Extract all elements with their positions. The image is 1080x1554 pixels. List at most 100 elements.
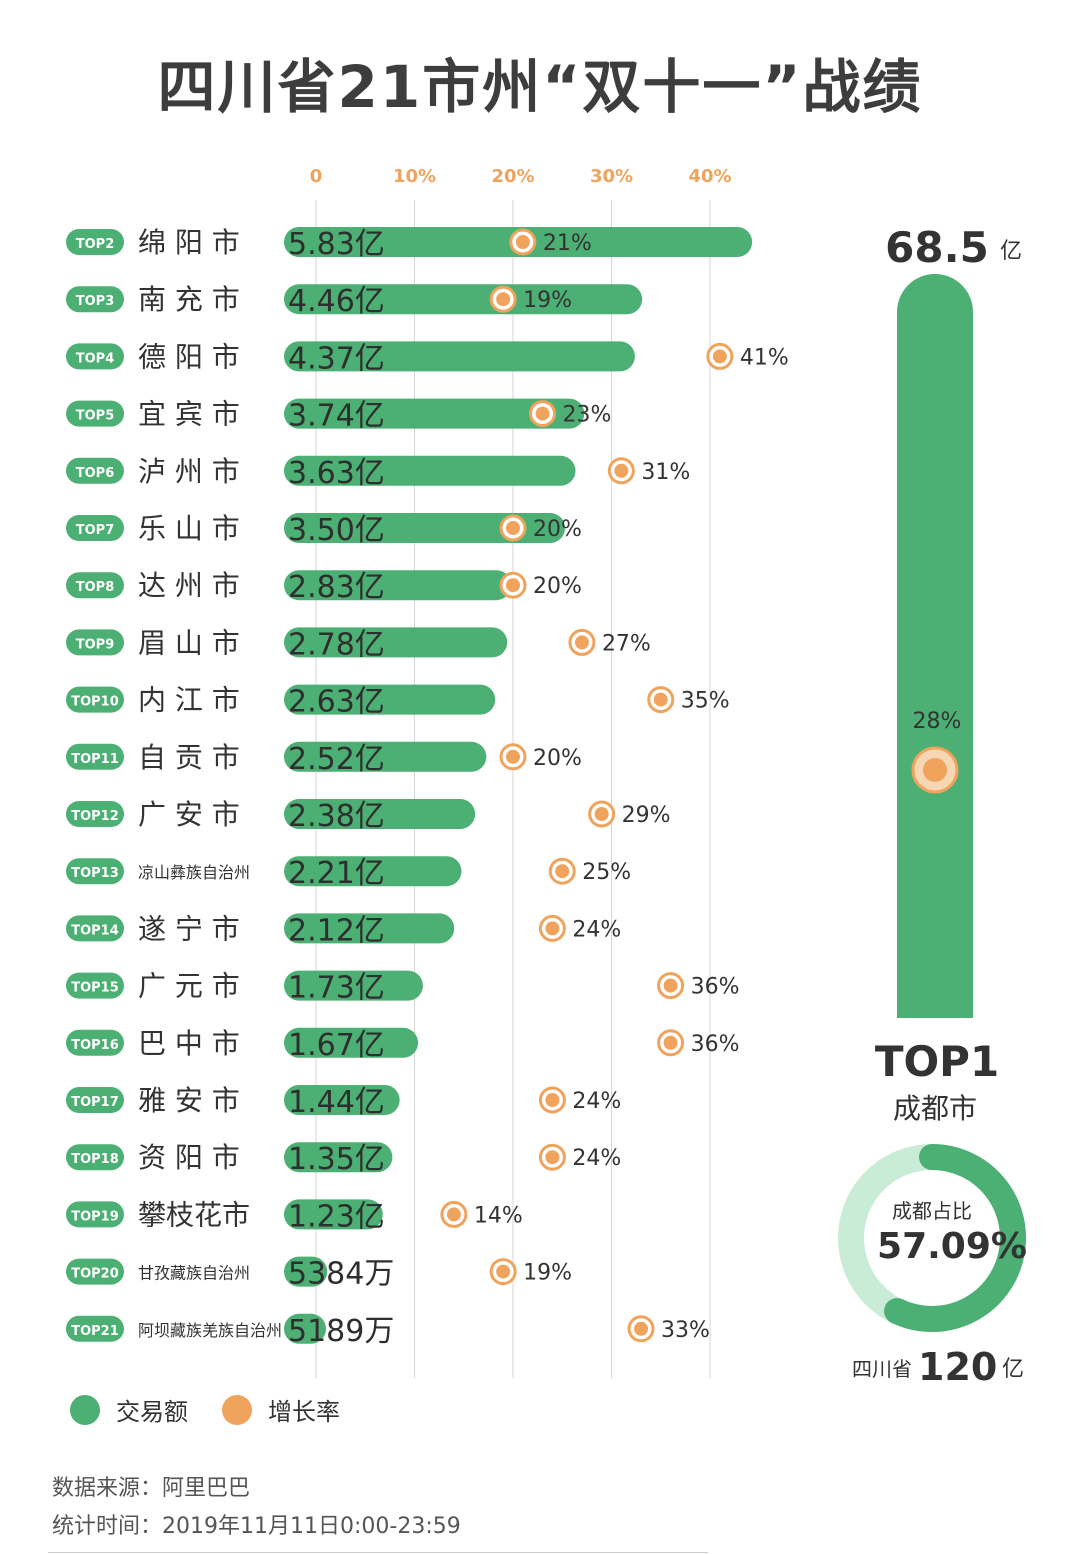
rank-badge [66,457,124,484]
rank-label: TOP18 [71,1152,119,1167]
rank-badge [66,286,124,313]
top1-amount-unit: 亿 [1000,239,1022,264]
top1-amount-bar [897,274,973,1018]
city-label: 巴 中 市 [138,1027,240,1060]
growth-marker-dot [594,807,609,821]
rank-label: TOP15 [71,981,119,996]
city-label: 达 州 市 [138,569,240,602]
amount-label: 2.21亿 [288,856,385,891]
rank-badge [66,572,124,599]
donut-chengdu-arc [884,1144,1026,1332]
growth-marker-dot [515,235,530,249]
amount-bar [284,455,576,486]
growth-label: 27% [602,631,651,656]
top1-growth-label: 28% [913,709,962,734]
city-label: 乐 山 市 [138,512,240,545]
top1-rank-label: TOP1 [875,1037,999,1086]
data-source-text: 数据来源：阿里巴巴 [52,1476,251,1501]
top1-growth-marker-dot [923,758,947,782]
amount-label: 2.12亿 [288,913,385,948]
rank-label: TOP21 [71,1324,119,1339]
amount-bar [284,284,643,315]
amount-label: 3.63亿 [288,456,385,491]
growth-marker-dot [634,1321,649,1336]
amount-bar [284,913,455,944]
growth-label: 21% [543,231,592,256]
growth-marker-dot [574,635,589,650]
amount-label: 2.83亿 [288,570,385,605]
legend-swatch-growth [222,1394,252,1425]
growth-label: 31% [641,460,690,485]
rank-badge [66,972,124,999]
amount-bar [284,856,462,887]
amount-label: 1.44亿 [288,1085,385,1120]
growth-label: 36% [691,975,740,1000]
growth-label: 20% [533,746,582,771]
amount-label: 1.73亿 [288,971,385,1006]
growth-marker-dot [496,292,511,307]
rank-badge [66,1029,124,1056]
amount-bar [284,970,423,1001]
rank-badge [66,400,124,427]
amount-label: 2.38亿 [288,799,385,834]
city-label: 德 阳 市 [138,340,240,373]
city-label: 资 阳 市 [138,1141,240,1174]
amount-bar [284,1142,393,1173]
amount-bar [284,513,566,543]
city-label: 遂 宁 市 [138,912,240,945]
growth-marker-dot [653,692,668,707]
amount-bar [284,1085,400,1115]
city-label: 自 贡 市 [138,741,240,774]
rank-badge [66,343,124,370]
city-label: 雅 安 市 [138,1084,240,1117]
top1-amount-value: 68.5 [885,223,989,272]
x-tick-label: 0 [310,166,323,187]
rank-badge [66,686,124,713]
growth-label: 25% [582,860,631,885]
growth-marker-dot [545,921,560,936]
rank-badge [66,1144,124,1171]
legend: 交易额 增长率 [70,1392,374,1427]
amount-bar [284,570,512,601]
rank-badge [66,1087,124,1113]
amount-label: 4.37亿 [288,341,385,376]
growth-marker-dot [545,1093,560,1107]
amount-bar [284,1256,328,1287]
growth-marker-dot [712,349,727,364]
x-tick-label: 30% [590,166,633,187]
city-label: 泸 州 市 [138,455,240,488]
growth-label: 20% [533,574,582,599]
rank-badge [66,515,124,541]
amount-bar [284,1027,419,1058]
rank-label: TOP9 [76,637,115,652]
city-label: 攀枝花市 [138,1198,250,1231]
growth-label: 36% [691,1032,740,1057]
growth-marker-dot [535,406,550,421]
amount-label: 2.63亿 [288,685,385,720]
amount-label: 5.83亿 [288,227,385,262]
bottom-divider [48,1552,708,1553]
legend-item-growth: 增长率 [222,1392,340,1427]
growth-label: 33% [661,1318,710,1343]
amount-bar [284,398,585,429]
amount-bar [284,741,487,772]
legend-label-growth: 增长率 [268,1398,340,1426]
city-label: 眉 山 市 [138,626,240,659]
rank-label: TOP19 [71,1209,119,1224]
amount-bar [284,799,476,829]
x-tick-label: 20% [491,166,534,187]
city-label: 南 充 市 [138,283,240,316]
stat-time-text: 统计时间：2019年11月11日0:00-23:59 [52,1514,461,1539]
amount-bar [284,1313,326,1344]
x-tick-label: 10% [393,166,436,187]
page-title: 四川省21市州“双十一”战绩 [157,53,923,121]
growth-label: 41% [740,345,789,370]
legend-swatch-amount [70,1394,100,1425]
rank-label: TOP7 [76,523,115,538]
amount-bar [284,341,635,372]
amount-label: 2.78亿 [288,627,385,662]
city-label: 凉山彝族自治州 [138,863,250,882]
amount-label: 2.52亿 [288,742,385,777]
city-label: 阿坝藏族羌族自治州 [138,1321,282,1340]
